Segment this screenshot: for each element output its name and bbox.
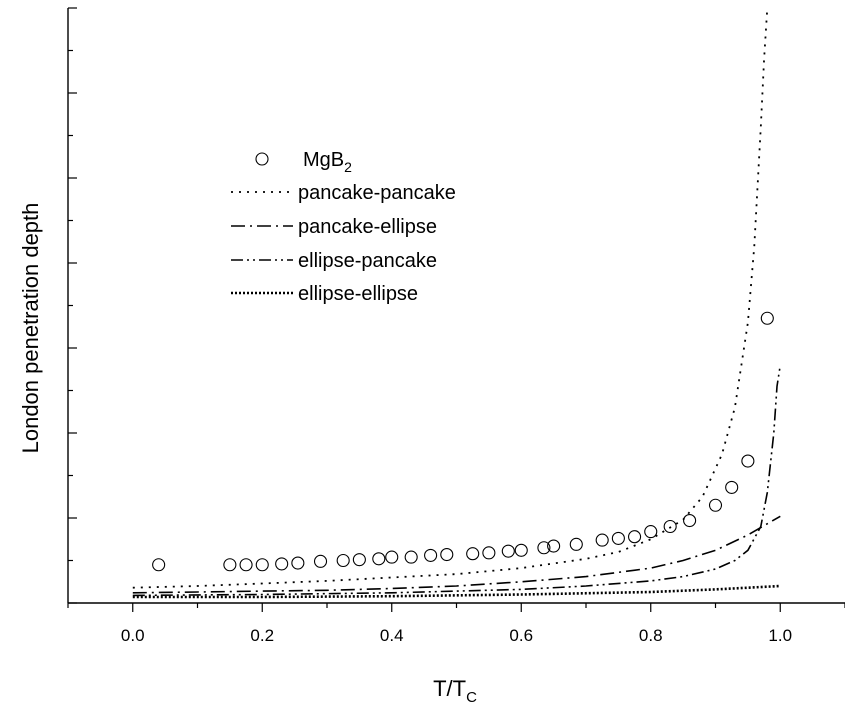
x-axis-label: T/TC xyxy=(433,676,477,706)
x-tick-label: 0.0 xyxy=(121,626,145,645)
legend-marker-mgb2 xyxy=(255,152,269,166)
data-point-mgb2 xyxy=(611,531,625,545)
x-tick-label: 1.0 xyxy=(768,626,792,645)
data-point-mgb2 xyxy=(466,547,480,561)
data-point-mgb2 xyxy=(501,544,515,558)
data-point-mgb2 xyxy=(239,558,253,572)
data-point-mgb2 xyxy=(424,548,438,562)
data-point-mgb2 xyxy=(385,550,399,564)
legend-label-mgb2-subscript: 2 xyxy=(344,159,352,175)
data-point-mgb2 xyxy=(275,557,289,571)
data-point-mgb2 xyxy=(547,539,561,553)
data-point-mgb2 xyxy=(336,553,350,568)
x-axis-label-main: T/T xyxy=(433,676,466,701)
data-point-mgb2 xyxy=(595,533,609,547)
series-line-pancake-ellipse xyxy=(132,515,781,594)
data-point-mgb2 xyxy=(514,543,528,557)
data-point-mgb2 xyxy=(741,454,755,468)
data-point-mgb2 xyxy=(255,558,269,572)
x-tick-label: 0.6 xyxy=(509,626,533,645)
data-point-mgb2 xyxy=(537,541,551,555)
legend-label-mgb2-main: MgB xyxy=(303,149,344,171)
legend-label-ellipse-ellipse: ellipse-ellipse xyxy=(298,283,418,305)
data-point-mgb2 xyxy=(760,311,774,325)
data-point-mgb2 xyxy=(482,546,496,560)
data-point-mgb2 xyxy=(372,552,386,566)
legend-label-mgb2: MgB2 xyxy=(303,149,352,175)
data-point-mgb2 xyxy=(352,553,366,567)
data-point-mgb2 xyxy=(569,537,583,551)
legend: MgB2 pancake-pancake pancake-ellipse ellips… xyxy=(231,149,456,305)
data-point-mgb2 xyxy=(404,550,418,564)
data-point-mgb2 xyxy=(683,513,697,528)
data-point-mgb2 xyxy=(628,530,642,544)
series-layer xyxy=(132,7,782,599)
data-point-mgb2 xyxy=(725,480,739,494)
legend-label-pancake-pancake: pancake-pancake xyxy=(298,182,456,204)
legend-label-ellipse-pancake: ellipse-pancake xyxy=(298,250,437,272)
axes: 0.0 0.2 0.4 0.6 0.8 1.0 xyxy=(67,7,845,645)
series-line-ellipse-ellipse xyxy=(132,584,781,599)
legend-label-pancake-ellipse: pancake-ellipse xyxy=(298,216,437,238)
series-line-pancake-pancake xyxy=(132,7,769,589)
data-point-mgb2 xyxy=(663,519,677,534)
x-tick-label: 0.8 xyxy=(639,626,663,645)
series-line-ellipse-pancake xyxy=(132,364,782,597)
x-axis-label-subscript: C xyxy=(466,689,477,706)
data-point-mgb2 xyxy=(440,547,454,562)
data-point-mgb2 xyxy=(313,554,328,568)
x-tick-label: 0.2 xyxy=(250,626,274,645)
y-axis-label: London penetration depth xyxy=(18,203,43,454)
data-point-mgb2 xyxy=(291,556,305,570)
data-point-mgb2 xyxy=(708,498,723,512)
data-point-mgb2 xyxy=(223,558,237,572)
data-point-mgb2 xyxy=(644,525,658,539)
data-point-mgb2 xyxy=(152,558,166,572)
x-tick-label: 0.4 xyxy=(380,626,404,645)
